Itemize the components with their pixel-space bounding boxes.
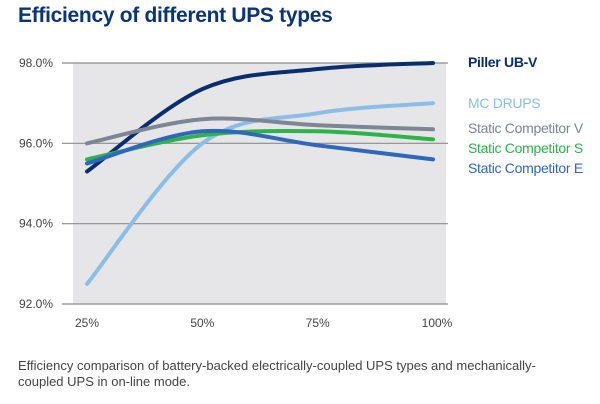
plot-area xyxy=(73,63,446,304)
y-tick-label: 92.0% xyxy=(19,297,53,311)
y-tick-label: 98.0% xyxy=(19,56,53,70)
chart-caption: Efficiency comparison of battery-backed … xyxy=(18,358,536,389)
y-tick-label: 94.0% xyxy=(19,217,53,231)
x-tick-label: 25% xyxy=(75,316,99,330)
x-tick-label: 100% xyxy=(422,316,453,330)
legend-label: Piller UB-V xyxy=(468,54,538,70)
chart-title: Efficiency of different UPS types xyxy=(18,4,333,27)
series-line-static-competitor-v xyxy=(85,116,435,146)
legend-label: Static Competitor S xyxy=(468,140,583,156)
line-chart: 92.0% 94.0% 96.0% 98.0% 25% 50% 75% 100% Piller … xyxy=(19,54,584,330)
series-line-static-competitor-e xyxy=(85,128,435,166)
legend-label: Static Competitor V xyxy=(468,120,584,136)
series-line-piller-ub-v xyxy=(85,61,435,174)
series-line-mc-drups xyxy=(85,101,435,286)
legend-label: Static Competitor E xyxy=(468,160,583,176)
y-tick-label: 96.0% xyxy=(19,136,53,150)
legend-label: MC DRUPS xyxy=(468,95,540,111)
x-tick-label: 75% xyxy=(306,316,330,330)
x-tick-label: 50% xyxy=(190,316,214,330)
